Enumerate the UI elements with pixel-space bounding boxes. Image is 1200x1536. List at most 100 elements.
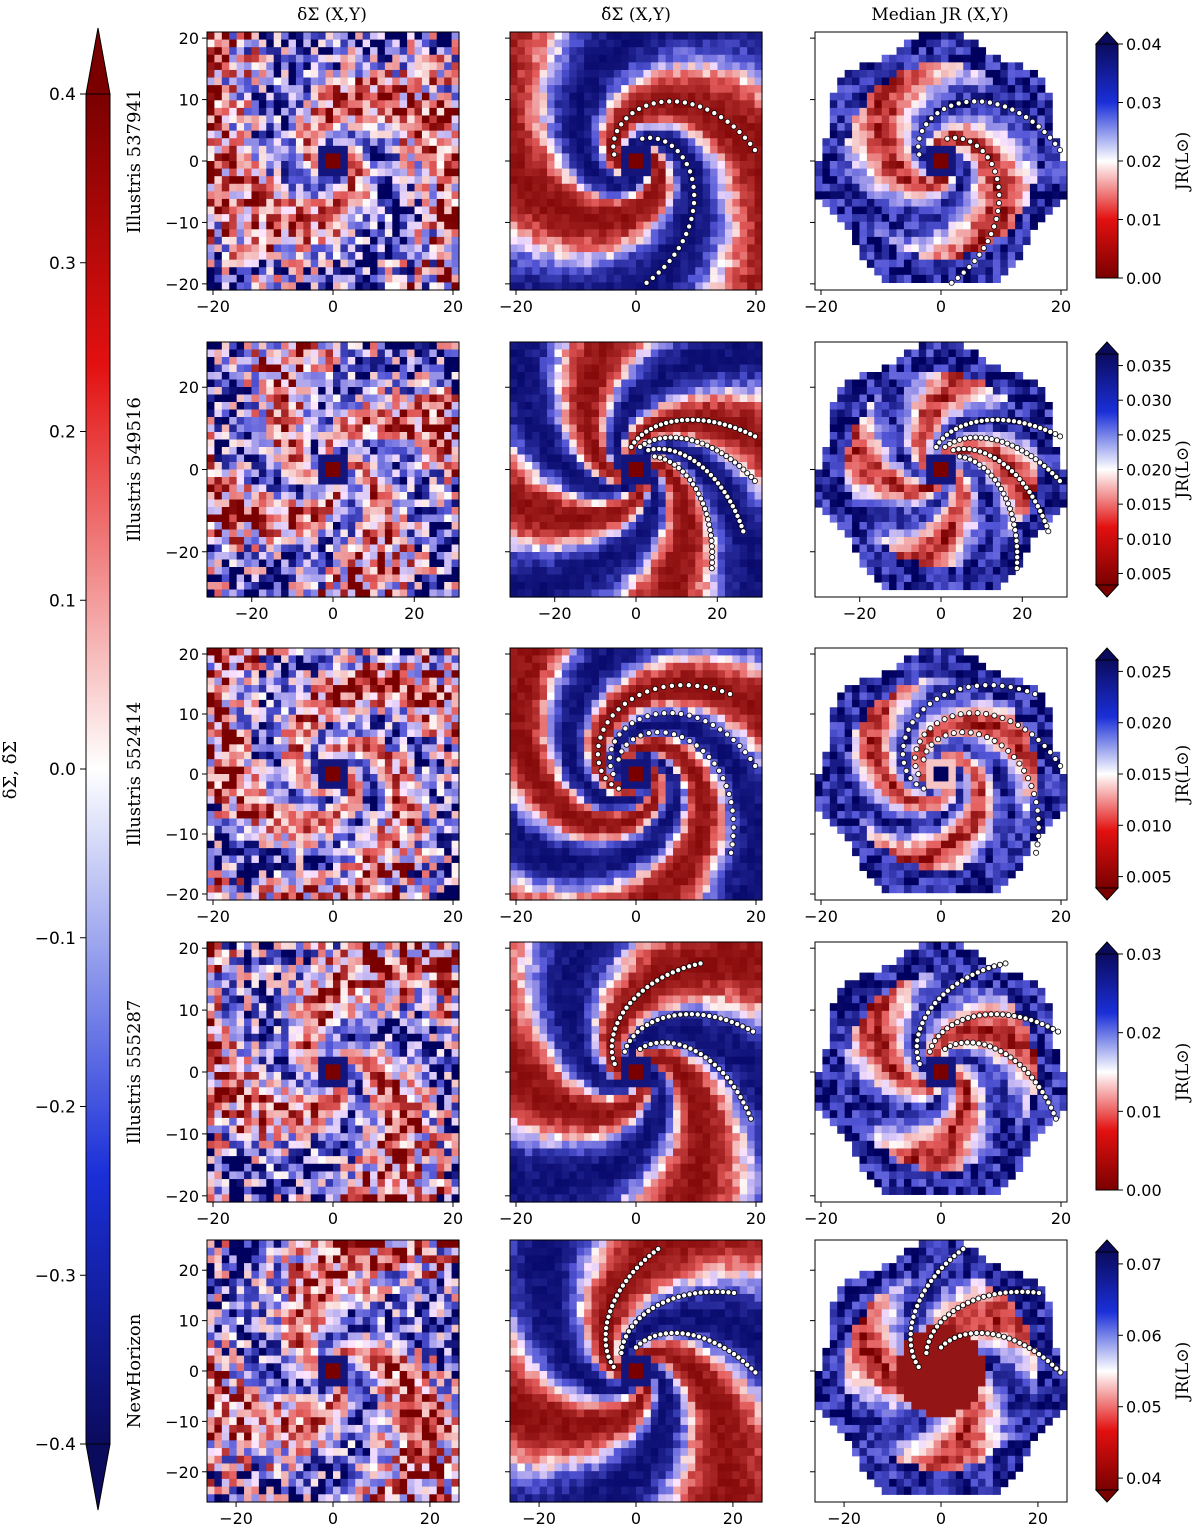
- arm-point: [689, 416, 696, 423]
- left-colorbar-tick-label: −0.2: [35, 1098, 76, 1118]
- arm-point: [639, 135, 646, 142]
- arm-point: [659, 974, 666, 981]
- arm-point: [629, 720, 636, 727]
- arm-point: [727, 498, 734, 505]
- arm-point: [1011, 521, 1018, 528]
- arm-point: [605, 1313, 612, 1320]
- arm-point: [595, 759, 602, 766]
- arm-point: [694, 1011, 701, 1018]
- arm-point: [924, 1282, 931, 1289]
- arm-point: [683, 472, 690, 479]
- arm-point: [687, 1045, 694, 1052]
- arm-point: [1002, 103, 1009, 110]
- arm-point: [668, 1330, 675, 1337]
- arm-point: [990, 682, 997, 689]
- arm-point: [1016, 110, 1023, 117]
- arm-point: [907, 775, 914, 782]
- arm-point: [1021, 1342, 1028, 1349]
- panel-1-1: −20 0 20: [505, 341, 763, 623]
- jr-colorbar-tick-label: 0.06: [1126, 1326, 1162, 1345]
- column-title-delta-tilde: δ̃Σ (X,Y): [601, 5, 671, 25]
- y-tick-label: 0: [189, 152, 199, 171]
- arm-point: [987, 1043, 994, 1050]
- arm-point: [739, 1358, 746, 1365]
- arm-point: [935, 1269, 942, 1276]
- arm-point: [740, 528, 747, 535]
- arm-point: [942, 443, 949, 450]
- arm-point: [1016, 419, 1023, 426]
- arm-point: [654, 729, 661, 736]
- arm-point: [939, 435, 946, 442]
- arm-point: [967, 456, 974, 463]
- arm-point: [1056, 477, 1063, 484]
- arm-point: [691, 457, 698, 464]
- x-tick-label: 20: [746, 1209, 766, 1228]
- arm-point: [916, 1060, 923, 1067]
- arm-point: [603, 1325, 610, 1332]
- arm-point: [724, 1074, 731, 1081]
- arm-point: [673, 434, 680, 441]
- arm-point: [1047, 749, 1054, 756]
- arm-point: [671, 251, 678, 258]
- arm-point: [706, 754, 713, 761]
- arm-point: [595, 742, 602, 749]
- arm-point: [1048, 1104, 1055, 1111]
- y-tick-label: −10: [165, 213, 199, 232]
- arm-point: [926, 700, 933, 707]
- arm-point: [919, 1292, 926, 1299]
- row-label: Illustris 555287: [124, 1000, 145, 1145]
- arm-point: [989, 416, 996, 423]
- arm-point: [919, 128, 926, 135]
- jr-colorbar-tick-label: 0.010: [1126, 816, 1172, 835]
- arm-point: [1032, 423, 1039, 430]
- arm-point: [976, 1012, 983, 1019]
- arm-point: [979, 148, 986, 155]
- arm-point: [694, 715, 701, 722]
- arm-point: [908, 1342, 915, 1349]
- arm-point: [618, 1349, 625, 1356]
- arm-point: [697, 1289, 704, 1296]
- arm-point: [1002, 960, 1009, 967]
- arm-point: [718, 484, 725, 491]
- arm-point: [1052, 430, 1059, 437]
- arm-point: [696, 1333, 703, 1340]
- arm-point: [668, 682, 675, 689]
- arm-point: [1014, 548, 1021, 555]
- arm-point: [988, 1011, 995, 1018]
- y-tick-label: −10: [165, 1125, 199, 1144]
- arm-point: [664, 971, 671, 978]
- arm-point: [962, 1331, 969, 1338]
- arm-point: [681, 1292, 688, 1299]
- arm-point: [920, 756, 927, 763]
- arm-point: [723, 1017, 730, 1024]
- arm-point: [1033, 799, 1040, 806]
- arm-point: [915, 1363, 922, 1370]
- arm-point: [736, 128, 743, 135]
- arm-point: [974, 710, 981, 717]
- arm-point: [944, 135, 951, 142]
- arm-point: [917, 1025, 924, 1032]
- arm-point: [608, 1049, 615, 1056]
- arm-point: [912, 754, 919, 761]
- arm-point: [963, 99, 970, 106]
- arm-point: [721, 489, 728, 496]
- arm-point: [941, 691, 948, 698]
- x-tick-label: −20: [804, 297, 838, 316]
- arm-point: [944, 987, 951, 994]
- arm-point: [1021, 767, 1028, 774]
- arm-point: [922, 1014, 929, 1021]
- arm-point: [644, 1022, 651, 1029]
- arm-point: [986, 99, 993, 106]
- arm-point: [609, 1037, 616, 1044]
- arm-point: [957, 686, 964, 693]
- x-tick-label: 20: [746, 907, 766, 926]
- arm-point: [1019, 447, 1026, 454]
- arm-point: [1023, 450, 1030, 457]
- y-tick-label: 20: [179, 378, 199, 397]
- jr-colorbar-label: JR(L⊙): [1173, 1043, 1193, 1103]
- arm-point: [621, 700, 628, 707]
- arm-point: [685, 682, 692, 689]
- arm-point: [600, 726, 607, 733]
- arm-point: [690, 207, 697, 214]
- x-tick-label: −20: [804, 1209, 838, 1228]
